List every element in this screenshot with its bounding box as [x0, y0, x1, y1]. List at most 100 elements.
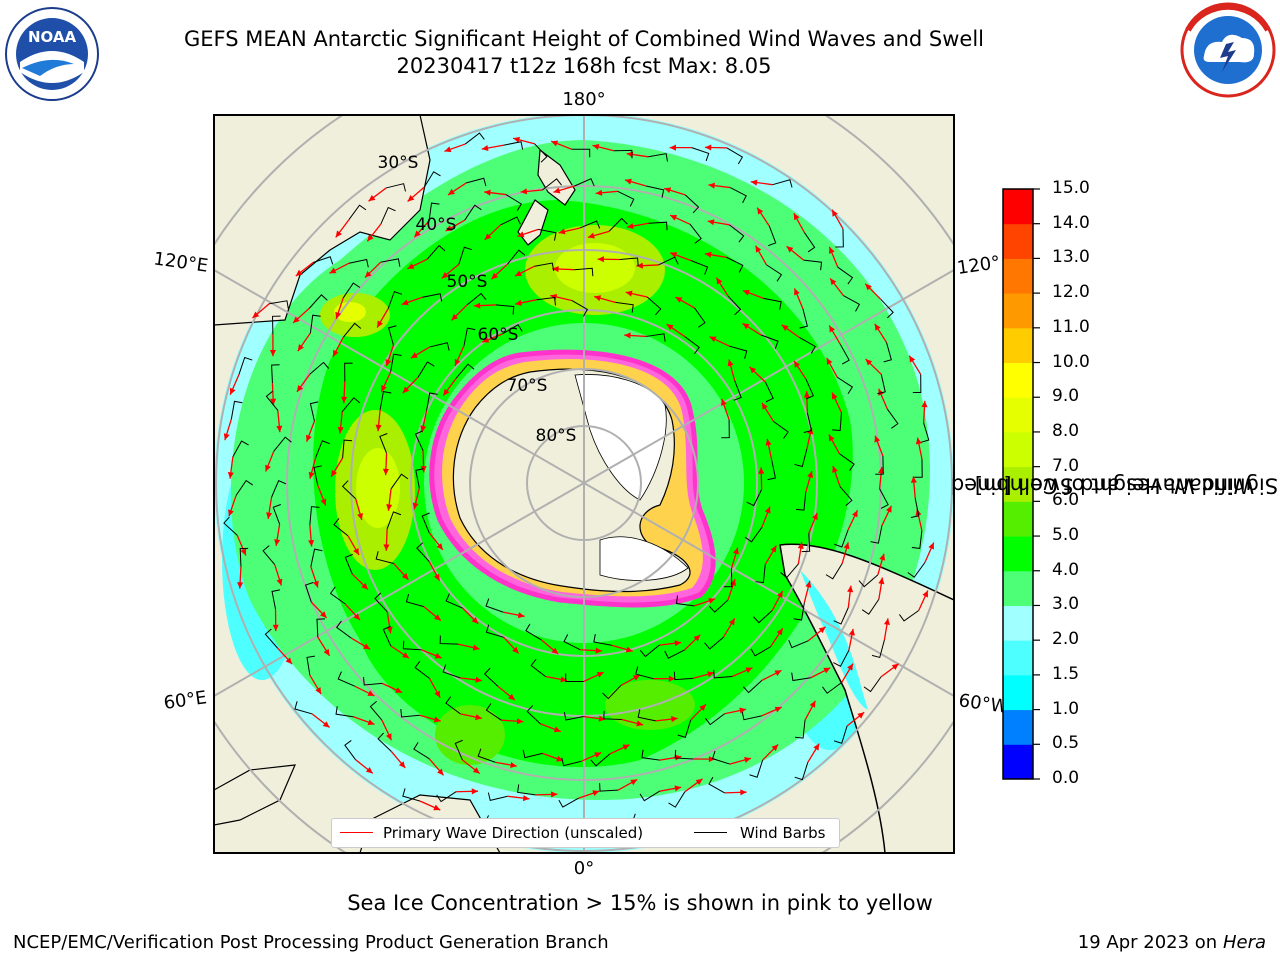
wave-arrow-head — [811, 512, 818, 520]
wave-arrow-head — [481, 145, 489, 152]
wave-arrow-head — [832, 209, 838, 217]
wind-barb — [342, 439, 353, 459]
wind-barb — [911, 530, 923, 549]
wave-arrow-head — [270, 398, 277, 406]
wind-barb — [271, 480, 287, 498]
wave-arrow-head — [364, 270, 372, 278]
wind-barb — [525, 623, 542, 641]
wave-arrow-head — [807, 471, 814, 478]
wave-arrow-head — [664, 187, 672, 194]
wind-barb — [637, 709, 656, 722]
map-frame — [213, 114, 955, 854]
wind-barb — [877, 374, 886, 395]
colorbar-tick-label: 12.0 — [1052, 282, 1090, 303]
wave-arrow-head — [407, 195, 415, 202]
wind-barb — [477, 748, 496, 763]
wave-field — [356, 448, 400, 528]
wind-barb — [405, 593, 424, 608]
wave-arrow-head — [407, 263, 415, 269]
wind-barb — [329, 586, 346, 605]
wind-barb — [309, 506, 320, 525]
wave-arrow-head — [433, 573, 440, 581]
wind-barb — [689, 223, 702, 244]
wave-arrow-head — [367, 690, 375, 696]
wind-barb — [834, 529, 849, 548]
wind-barb — [262, 545, 276, 565]
wave-arrow-head — [832, 392, 838, 400]
wind-barb — [230, 400, 243, 420]
wave-arrow-head — [728, 618, 735, 626]
colorbar-segment — [1003, 744, 1033, 780]
wave-arrow-head — [361, 582, 368, 590]
wind-barb — [646, 333, 666, 342]
lon-label-120w: 120° — [956, 252, 1002, 279]
wind-barb — [898, 610, 919, 622]
wind-barb — [907, 562, 926, 578]
wave-arrow-head — [402, 386, 410, 394]
wind-barb — [273, 436, 292, 452]
wind-barb — [788, 639, 809, 649]
wind-barb — [374, 592, 388, 613]
wave-arrow-head — [874, 323, 881, 331]
wind-barb — [749, 759, 764, 778]
wind-barb — [265, 390, 279, 411]
colorbar-segment — [1003, 397, 1033, 433]
wind-barb — [742, 679, 763, 694]
wind-barb — [574, 178, 595, 187]
wave-arrow-head — [420, 425, 427, 433]
wind-barb — [382, 625, 392, 647]
wind-barb — [729, 224, 745, 243]
wave-arrow-head — [879, 553, 886, 561]
wave-arrow-head — [367, 234, 374, 242]
wind-barbs — [223, 132, 930, 837]
wave-arrow-head — [512, 646, 519, 654]
wind-barb — [223, 516, 238, 536]
lat-label: 60°S — [478, 325, 519, 345]
colorbar-tick-label: 1.0 — [1052, 698, 1080, 719]
wind-barb — [615, 301, 634, 313]
wind-barb — [386, 511, 402, 529]
wind-barb — [574, 267, 594, 277]
wind-barb — [863, 676, 882, 693]
wave-arrow-head — [363, 643, 371, 650]
wave-arrow-head — [410, 352, 418, 359]
nws-logo — [1180, 2, 1276, 98]
wind-barb — [675, 595, 695, 607]
wave-arrow-head — [793, 213, 800, 221]
wave-arrow-head — [266, 512, 273, 519]
wind-barb — [648, 221, 668, 231]
wave-arrow-head — [847, 585, 854, 593]
wave-field — [334, 302, 366, 322]
wind-barb — [593, 634, 612, 646]
wind-barb — [379, 433, 388, 454]
wind-barb — [803, 413, 813, 433]
wave-arrow-head — [668, 675, 676, 682]
wave-arrow-head — [708, 598, 716, 604]
wave-arrow-head — [237, 582, 244, 589]
wave-arrow-head — [739, 707, 747, 714]
wind-barb — [805, 379, 815, 400]
wind-barb — [673, 671, 693, 681]
wave-arrow-head — [337, 426, 344, 434]
wind-barb — [308, 294, 328, 309]
wind-barb — [542, 178, 562, 191]
wave-arrow-head — [382, 468, 389, 476]
wave-arrow-head — [398, 761, 406, 769]
wind-barb — [522, 749, 543, 759]
wind-barb — [753, 610, 773, 624]
wind-barb — [400, 708, 420, 718]
wind-barb — [648, 153, 668, 162]
wind-barb — [502, 323, 523, 335]
wave-arrow-head — [274, 539, 281, 546]
wave-arrow-head — [240, 548, 247, 556]
wind-barb — [423, 171, 441, 188]
wave-arrow-head — [774, 670, 782, 676]
wave-arrow-head — [375, 424, 382, 432]
wave-arrow-head — [636, 262, 643, 269]
wind-barb — [760, 334, 779, 349]
wave-arrow-head — [885, 505, 892, 513]
wave-arrow-head — [437, 768, 444, 776]
lon-label-180: 180° — [562, 89, 605, 110]
wind-barb — [526, 705, 541, 725]
